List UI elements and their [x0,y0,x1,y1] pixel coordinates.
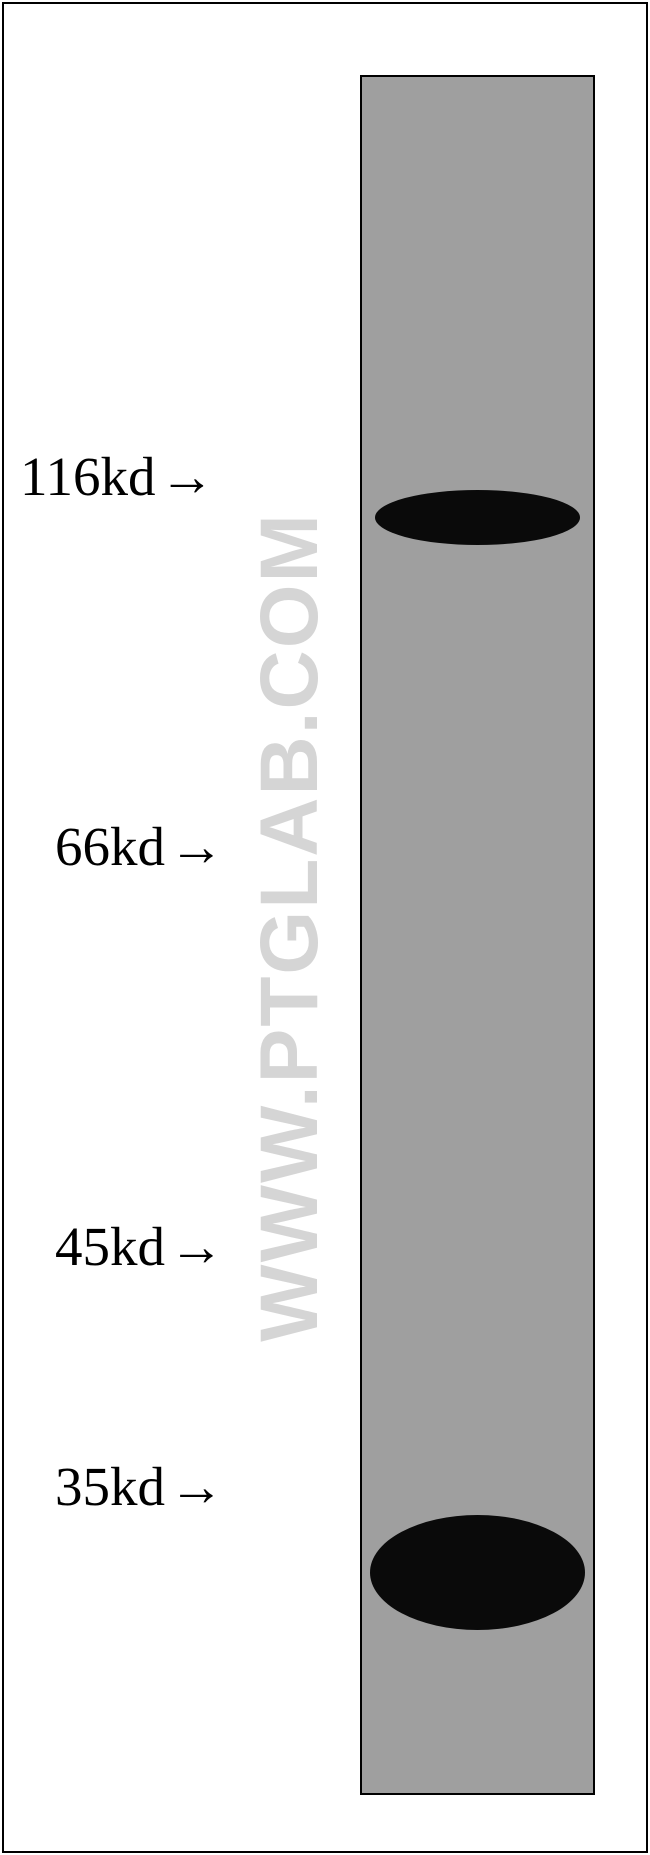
watermark-text: WWW.PTGLAB.COM [243,427,337,1427]
mw-marker-66: 66kd→ [55,815,224,878]
mw-marker-35: 35kd→ [55,1455,224,1518]
arrow-right-icon: → [169,815,224,878]
mw-marker-45: 45kd→ [55,1215,224,1278]
arrow-right-icon: → [169,1455,224,1518]
western-blot-figure: 116kd→66kd→45kd→35kd→ WWW.PTGLAB.COM [0,0,650,1855]
marker-text: 66kd [55,815,165,878]
marker-text: 35kd [55,1455,165,1518]
marker-text: 45kd [55,1215,165,1278]
marker-text: 116kd [20,445,155,508]
watermark-label: WWW.PTGLAB.COM [244,512,335,1342]
mw-marker-116: 116kd→ [20,445,214,508]
arrow-right-icon: → [159,445,214,508]
protein-band-0 [375,490,580,545]
arrow-right-icon: → [169,1215,224,1278]
protein-band-1 [370,1515,585,1630]
